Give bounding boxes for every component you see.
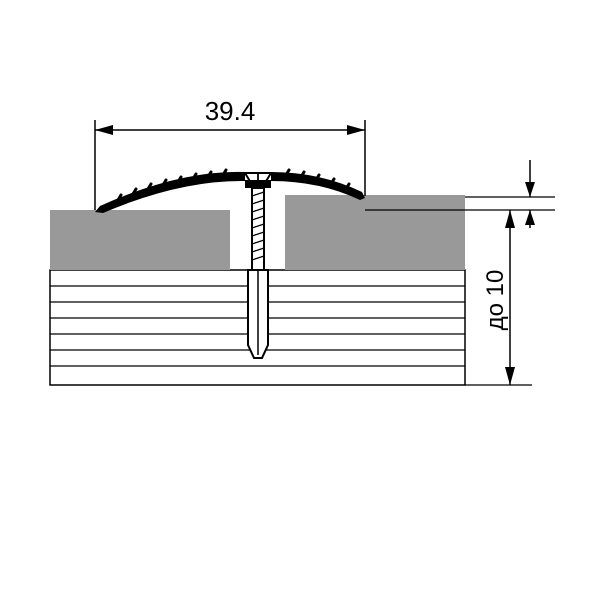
dimension-height: до 10 xyxy=(465,210,532,385)
screw xyxy=(245,173,271,358)
floor-left xyxy=(50,210,230,270)
floor-right xyxy=(285,195,465,270)
dimension-height-label: до 10 xyxy=(482,270,509,331)
dimension-width-label: 39.4 xyxy=(205,96,256,126)
cross-section-diagram: 39.4 до 10 xyxy=(0,0,600,600)
